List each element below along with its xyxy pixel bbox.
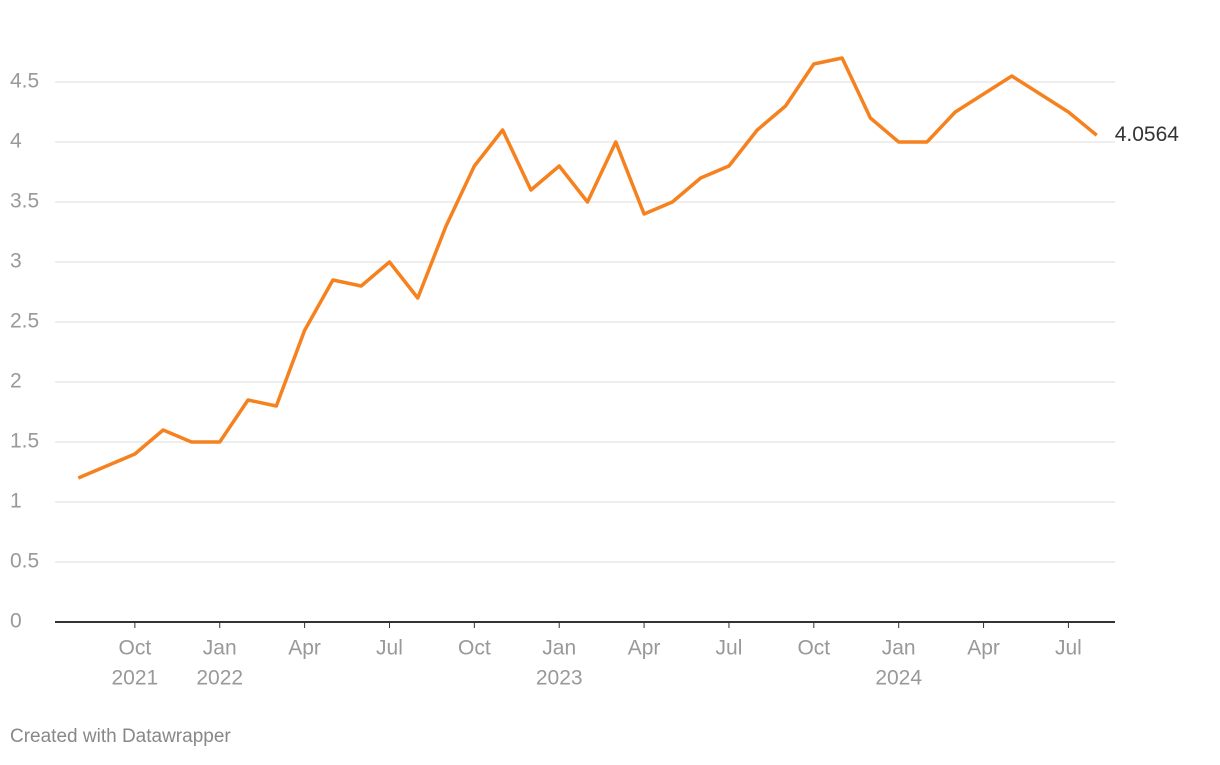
x-tick-label: Oct xyxy=(119,637,152,660)
x-tick-year: 2023 xyxy=(536,667,583,690)
x-tick-year: 2021 xyxy=(112,667,159,690)
x-tick-year: 2022 xyxy=(196,667,243,690)
y-tick-label: 3.5 xyxy=(10,190,39,213)
x-tick-label: Jul xyxy=(716,637,743,660)
footer: Created with Datawrapper xyxy=(10,726,231,747)
x-tick-label: Jul xyxy=(376,637,403,660)
x-tick-label: Apr xyxy=(628,637,661,660)
x-tick-label: Jan xyxy=(203,637,237,660)
y-tick-label: 0.5 xyxy=(10,550,39,573)
y-tick-label: 2 xyxy=(10,370,22,393)
y-tick-label: 0 xyxy=(10,610,22,633)
y-tick-label: 2.5 xyxy=(10,310,39,333)
x-tick-label: Oct xyxy=(458,637,491,660)
x-tick-label: Jan xyxy=(882,637,916,660)
x-tick-label: Apr xyxy=(288,637,321,660)
y-tick-label: 4 xyxy=(10,130,22,153)
x-tick-label: Oct xyxy=(797,637,830,660)
line xyxy=(77,56,1098,480)
x-tick-label: Jul xyxy=(1055,637,1082,660)
x-tick-year: 2024 xyxy=(875,667,922,690)
y-tick-label: 4.5 xyxy=(10,70,39,93)
x-tick-label: Apr xyxy=(967,637,1000,660)
y-tick-label: 1.5 xyxy=(10,430,39,453)
y-tick-label: 1 xyxy=(10,490,22,513)
x-tick-label: Jan xyxy=(542,637,576,660)
end-label: 4.0564 xyxy=(1115,123,1180,146)
y-tick-label: 3 xyxy=(10,250,22,273)
